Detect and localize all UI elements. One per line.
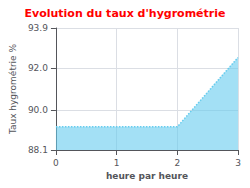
svg-text:heure par heure: heure par heure [106,171,188,181]
svg-text:Taux hygrométrie %: Taux hygrométrie % [8,43,18,135]
svg-text:90.0: 90.0 [28,105,48,115]
svg-text:0: 0 [53,158,59,168]
svg-text:2: 2 [174,158,180,168]
svg-text:1: 1 [114,158,120,168]
svg-text:3: 3 [235,158,241,168]
svg-text:Evolution du taux d'hygrométri: Evolution du taux d'hygrométrie [25,7,226,20]
svg-text:93.9: 93.9 [28,23,48,33]
svg-text:88.1: 88.1 [28,145,48,155]
svg-text:92.0: 92.0 [28,63,48,73]
